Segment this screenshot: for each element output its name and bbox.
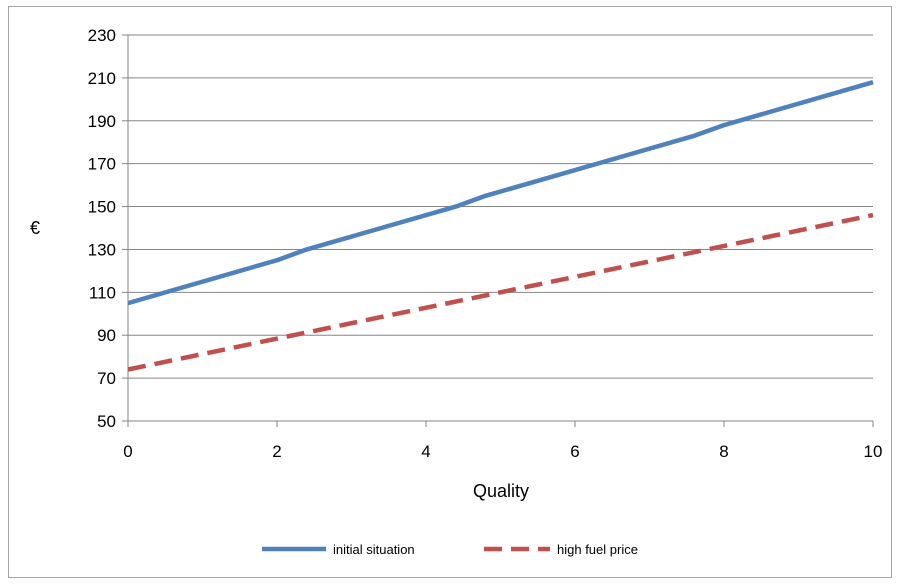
legend: initial situation high fuel price: [262, 542, 638, 557]
series-line-high-fuel-price: [127, 212, 874, 372]
y-axis-label: €: [30, 218, 40, 238]
x-tick-label: 10: [864, 442, 883, 461]
x-tick-labels: 0 2 4 6 8 10: [123, 442, 882, 461]
y-tick-label: 150: [88, 198, 116, 217]
series-line-initial-situation: [127, 80, 874, 306]
y-tick-label: 130: [88, 240, 116, 259]
legend-label: initial situation: [333, 542, 415, 557]
y-tick-label: 170: [88, 155, 116, 174]
x-tick-label: 6: [570, 442, 579, 461]
x-tick-label: 2: [272, 442, 281, 461]
x-tick-label: 4: [421, 442, 430, 461]
legend-label: high fuel price: [557, 542, 638, 557]
y-tick-label: 110: [89, 283, 116, 302]
y-tick-label: 230: [88, 26, 116, 45]
y-tick-label: 50: [97, 412, 116, 431]
y-tick-label: 190: [88, 112, 116, 131]
gridlines: [128, 34, 873, 422]
x-tick-label: 0: [123, 442, 132, 461]
x-tick-label: 8: [719, 442, 728, 461]
y-tick-label: 90: [97, 326, 116, 345]
y-tick-label: 70: [97, 369, 116, 388]
x-axis-label: Quality: [473, 481, 529, 501]
y-tick-label: 210: [88, 69, 116, 88]
series-lines: [127, 80, 874, 372]
axes: [122, 34, 874, 427]
y-tick-labels: 50 70 90 110 130 150 170 190 210 230: [88, 26, 116, 431]
